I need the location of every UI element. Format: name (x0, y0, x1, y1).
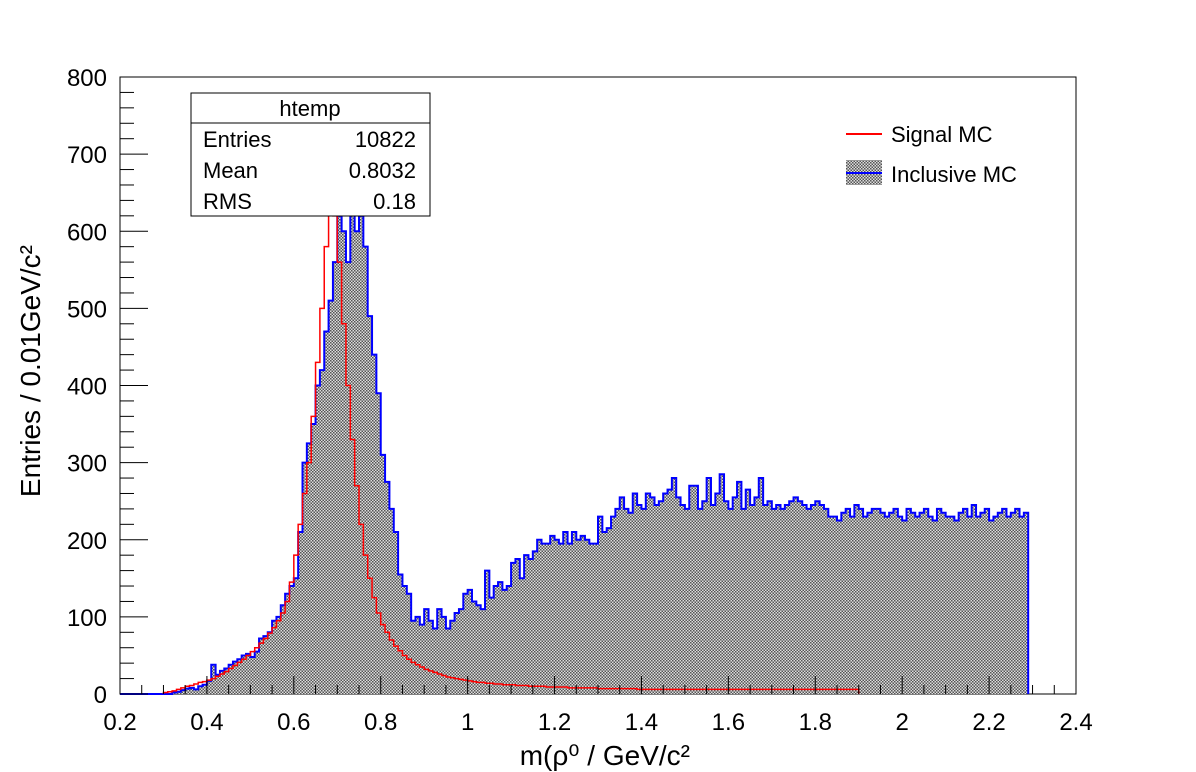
x-axis: 0.2 0.4 0.6 0.8 1 1.2 1.4 1.6 1.8 2 2.2 2.4 (103, 676, 1093, 736)
stats-rms-value: 0.18 (373, 189, 416, 214)
inclusive-mc-series (120, 199, 1030, 695)
y-tick-label: 0 (94, 682, 107, 709)
stats-entries-label: Entries (203, 127, 271, 152)
y-axis: 0 100 200 300 400 500 600 700 800 (67, 65, 148, 709)
x-axis-label: m(ρ⁰ / GeV/c² (520, 740, 690, 771)
stats-mean-value: 0.8032 (349, 158, 416, 183)
y-tick-label: 200 (67, 528, 107, 555)
x-tick-label: 0.6 (277, 709, 310, 736)
x-tick-label: 1.2 (538, 709, 571, 736)
stats-rms-label: RMS (203, 189, 252, 214)
x-tick-label: 0.8 (364, 709, 397, 736)
legend-signal-label: Signal MC (891, 122, 993, 147)
x-tick-label: 0.4 (190, 709, 223, 736)
legend-inclusive-label: Inclusive MC (891, 162, 1017, 187)
x-tick-label: 2.2 (972, 709, 1005, 736)
y-tick-label: 800 (67, 65, 107, 92)
x-tick-label: 1.8 (799, 709, 832, 736)
y-tick-label: 400 (67, 374, 107, 401)
y-tick-label: 500 (67, 296, 107, 323)
y-tick-label: 300 (67, 451, 107, 478)
signal-mc-series (162, 199, 860, 694)
stats-mean-label: Mean (203, 158, 258, 183)
stats-box-title: htemp (279, 96, 340, 121)
y-axis-label: Entries / 0.01GeV/c² (15, 245, 46, 497)
legend: Signal MC Inclusive MC (846, 122, 1017, 187)
x-tick-label: 2 (896, 709, 909, 736)
stats-box-frame (190, 92, 431, 217)
x-tick-label: 1.4 (625, 709, 658, 736)
x-tick-label: 0.2 (103, 709, 136, 736)
y-tick-label: 700 (67, 142, 107, 169)
x-tick-label: 1 (461, 709, 474, 736)
signal-mc-line (162, 199, 860, 694)
stats-entries-value: 10822 (355, 127, 416, 152)
inclusive-mc-fill (120, 200, 1029, 694)
y-tick-label: 600 (67, 219, 107, 246)
x-tick-label: 2.4 (1059, 709, 1092, 736)
stats-box: htemp Entries 10822 Mean 0.8032 RMS 0.18 (190, 92, 431, 217)
y-tick-label: 100 (67, 605, 107, 632)
x-tick-label: 1.6 (712, 709, 745, 736)
